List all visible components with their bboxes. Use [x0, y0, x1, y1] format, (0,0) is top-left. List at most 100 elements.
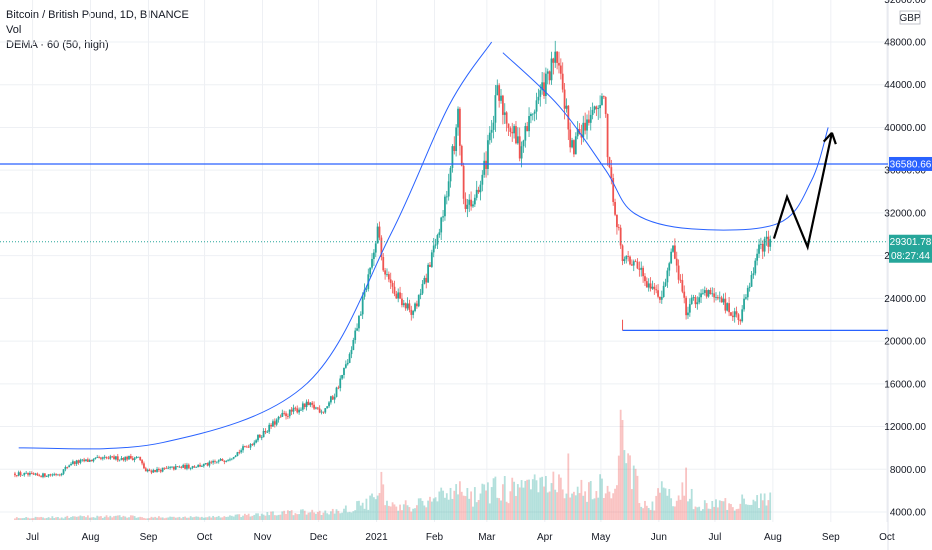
volume-bar: [401, 510, 403, 520]
candle-body: [262, 430, 265, 438]
volume-bar: [247, 513, 250, 520]
volume-bar: [128, 517, 130, 520]
candle-body: [83, 459, 86, 462]
volume-bar: [58, 518, 61, 520]
volume-bar: [337, 510, 340, 520]
volume-bar: [685, 467, 687, 520]
x-tick-label: Apr: [537, 532, 553, 543]
candle-body: [417, 295, 420, 307]
volume-bar: [640, 506, 643, 520]
candle-body: [154, 469, 157, 472]
volume-bar: [305, 514, 308, 520]
volume-bar: [204, 517, 207, 520]
volume-bar: [530, 489, 532, 520]
x-tick-label: Jun: [651, 532, 667, 543]
candle-body: [163, 467, 166, 469]
volume-bar: [731, 507, 734, 520]
volume-bar: [318, 510, 321, 520]
y-tick-label: 4000.00: [890, 508, 927, 519]
candle-body: [92, 458, 95, 462]
volume-bar: [677, 495, 680, 520]
candle-body: [608, 157, 611, 168]
volume-bar: [584, 491, 587, 520]
candle-body: [612, 178, 615, 202]
volume-bar: [227, 516, 229, 520]
volume-bar: [182, 516, 185, 520]
volume-bar: [722, 501, 725, 520]
candle-body: [544, 73, 547, 97]
volume-bar: [582, 495, 585, 520]
volume-bar: [702, 509, 704, 520]
candle-body: [636, 261, 639, 269]
volume-bar: [700, 510, 702, 520]
volume-bar: [728, 503, 730, 520]
candle-body: [687, 312, 689, 316]
volume-bar: [688, 498, 691, 520]
volume-bar: [421, 500, 424, 520]
candle-body: [27, 472, 29, 475]
candle-body: [595, 106, 598, 109]
volume-bar: [395, 506, 398, 520]
x-tick-label: Jul: [709, 532, 722, 543]
candle-body: [606, 113, 609, 158]
volume-bar: [311, 509, 314, 520]
candle-body: [561, 73, 564, 90]
candle-body: [240, 450, 243, 453]
candle-body: [670, 251, 673, 264]
volume-bar: [171, 516, 173, 520]
candle-body: [524, 126, 527, 141]
candle-body: [72, 461, 74, 464]
volume-bar: [328, 514, 330, 520]
volume-bar: [711, 501, 714, 520]
candle-body: [184, 464, 186, 469]
candle-body: [541, 82, 544, 91]
candle-body: [318, 408, 321, 413]
volume-bar: [303, 510, 306, 520]
candle-body: [743, 298, 745, 310]
candle-body: [632, 261, 635, 266]
symbol-title[interactable]: Bitcoin / British Pound, 1D, BINANCE: [6, 9, 189, 21]
volume-bar: [619, 409, 622, 520]
volume-bar: [402, 504, 405, 520]
arrow-head: [822, 132, 833, 143]
candle-body: [333, 396, 336, 400]
volume-bar: [279, 514, 282, 520]
candle-body: [131, 458, 134, 460]
candle-body: [167, 467, 170, 469]
volume-bar: [98, 516, 100, 520]
volume-bar: [475, 502, 478, 520]
volume-bar: [415, 505, 418, 520]
volume-bar: [761, 500, 764, 520]
candle-body: [107, 457, 110, 459]
volume-bar: [329, 511, 332, 520]
volume-bar: [539, 477, 542, 520]
candle-body: [171, 466, 173, 468]
volume-bar: [223, 516, 226, 520]
volume-bar: [573, 491, 575, 520]
candle-body: [769, 239, 772, 247]
volume-bar: [737, 508, 740, 520]
candle-body: [115, 456, 117, 460]
volume-bar: [135, 517, 138, 520]
volume-bar: [184, 516, 186, 520]
volume-bar: [449, 487, 452, 520]
candle-body: [659, 296, 661, 300]
volume-bar: [45, 517, 48, 520]
volume-bar: [660, 481, 663, 520]
candle-body: [429, 264, 431, 267]
candle-body: [445, 196, 448, 198]
candle-body: [30, 473, 33, 474]
volume-bar: [430, 501, 433, 520]
volume-indicator-label[interactable]: Vol: [6, 24, 22, 36]
volume-bar: [133, 516, 136, 520]
volume-bar: [440, 487, 443, 520]
volume-bar: [251, 515, 254, 520]
volume-bar: [767, 500, 770, 520]
volume-bar: [703, 500, 706, 520]
candle-body: [627, 256, 630, 257]
volume-bar: [42, 517, 44, 520]
candle-body: [703, 290, 706, 293]
candle-body: [402, 303, 405, 306]
volume-bar: [386, 500, 388, 520]
